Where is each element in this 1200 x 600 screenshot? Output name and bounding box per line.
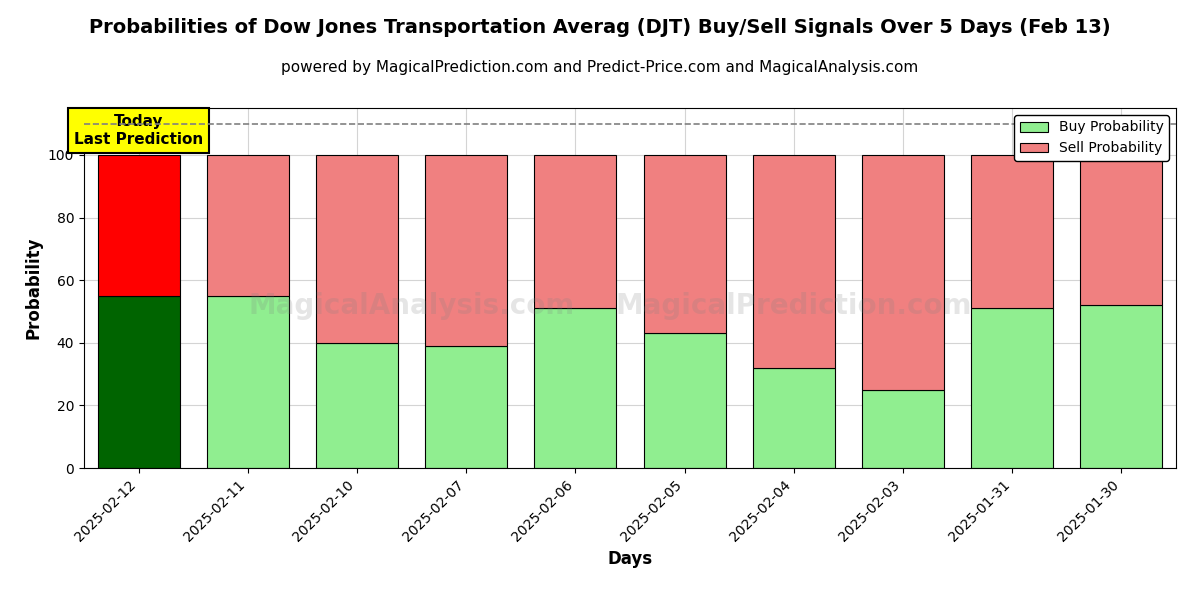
Bar (643, 334, 726, 468)
Bar (316, 155, 398, 343)
Bar (425, 155, 508, 346)
Bar (862, 390, 944, 468)
Bar (971, 155, 1054, 308)
Bar (425, 346, 508, 468)
Bar (752, 368, 835, 468)
Bar (1080, 155, 1163, 305)
X-axis label: Days: Days (607, 550, 653, 568)
Bar (316, 343, 398, 468)
Text: MagicalPrediction.com: MagicalPrediction.com (616, 292, 972, 320)
Bar (752, 155, 835, 368)
Text: Probabilities of Dow Jones Transportation Averag (DJT) Buy/Sell Signals Over 5 D: Probabilities of Dow Jones Transportatio… (89, 18, 1111, 37)
Bar (97, 296, 180, 468)
Bar (534, 155, 617, 308)
Text: powered by MagicalPrediction.com and Predict-Price.com and MagicalAnalysis.com: powered by MagicalPrediction.com and Pre… (281, 60, 919, 75)
Bar (862, 155, 944, 390)
Bar (206, 296, 289, 468)
Y-axis label: Probability: Probability (24, 237, 42, 339)
Bar (534, 308, 617, 468)
Text: Today
Last Prediction: Today Last Prediction (74, 114, 203, 146)
Text: MagicalAnalysis.com: MagicalAnalysis.com (248, 292, 575, 320)
Bar (206, 155, 289, 296)
Bar (1080, 305, 1163, 468)
Legend: Buy Probability, Sell Probability: Buy Probability, Sell Probability (1014, 115, 1169, 161)
Bar (643, 155, 726, 334)
Bar (97, 155, 180, 296)
Bar (971, 308, 1054, 468)
